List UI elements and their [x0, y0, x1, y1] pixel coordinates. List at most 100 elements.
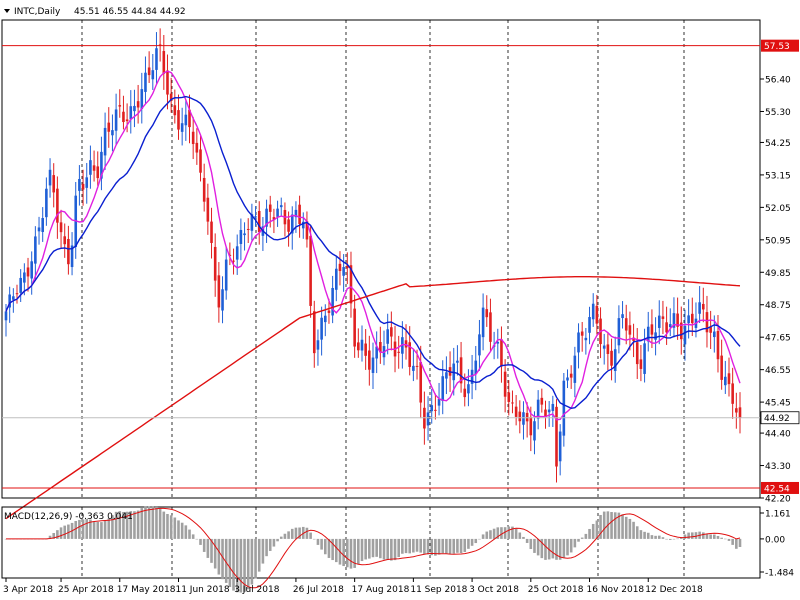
candle-body — [709, 327, 712, 333]
candle-body — [56, 188, 59, 223]
macd-bar — [437, 538, 441, 555]
macd-bar — [158, 508, 162, 539]
macd-bar — [206, 538, 210, 558]
macd-bar — [279, 536, 283, 539]
candle-body — [580, 331, 584, 336]
macd-bar — [375, 538, 378, 557]
macd-bar — [122, 511, 125, 539]
macd-bar — [646, 532, 650, 539]
macd-bar — [584, 533, 588, 539]
macd-bar — [404, 538, 408, 554]
time-tick-label: 3 Apr 2018 — [3, 585, 53, 595]
macd-bar — [735, 538, 738, 549]
macd-bar — [485, 531, 489, 539]
candle-body — [59, 222, 63, 233]
candle-body — [85, 177, 89, 188]
candle-body — [122, 111, 125, 123]
macd-bar — [272, 538, 276, 547]
macd-bar — [129, 511, 133, 539]
macd-bar — [67, 524, 70, 539]
macd-bar — [555, 538, 558, 560]
macd-bar — [323, 538, 327, 555]
macd-bar — [467, 538, 470, 549]
current-price-label: 44.92 — [764, 414, 790, 424]
macd-bar — [709, 534, 712, 539]
price-level-tag — [761, 481, 799, 494]
macd-bar — [445, 538, 448, 554]
macd-bar — [591, 523, 595, 539]
candle-body — [503, 371, 507, 397]
candle-body — [155, 48, 158, 70]
macd-bar — [184, 525, 188, 539]
candle-body — [434, 409, 437, 411]
candle-body — [727, 373, 731, 385]
macd-tick-label: -1.484 — [765, 569, 794, 579]
price-tick-label: 56.40 — [765, 76, 791, 86]
candle-body — [569, 373, 573, 378]
macd-bar — [320, 538, 323, 550]
macd-bar — [210, 538, 213, 563]
collapse-triangle-icon[interactable] — [4, 9, 10, 13]
candle-body — [412, 365, 415, 371]
candle-body — [8, 294, 11, 308]
candle-body — [602, 345, 606, 349]
macd-bar — [390, 538, 393, 561]
macd-bar — [738, 538, 742, 547]
macd-bar — [459, 538, 463, 554]
candle-body — [463, 388, 467, 398]
macd-bar — [650, 535, 654, 539]
macd-bar — [716, 535, 720, 539]
macd-bar — [85, 518, 89, 539]
price-tick-label: 53.15 — [765, 171, 791, 181]
macd-bar — [100, 522, 103, 539]
candle-body — [408, 342, 411, 367]
macd-pane-frame — [1, 506, 761, 579]
candle-body — [654, 332, 657, 340]
candle-body — [335, 268, 338, 290]
macd-bar — [243, 538, 246, 592]
macd-bar — [628, 518, 632, 539]
macd-bar — [287, 531, 290, 539]
candle-body — [419, 362, 423, 403]
candle-body — [702, 303, 705, 310]
macd-bar — [276, 538, 279, 542]
candle-body — [239, 229, 243, 244]
macd-bar — [268, 538, 272, 551]
candle-body — [294, 209, 298, 218]
macd-bar — [81, 519, 85, 539]
candle-body — [547, 409, 551, 413]
macd-bar — [107, 518, 111, 539]
candle-body — [290, 214, 294, 234]
macd-bar — [419, 538, 423, 553]
macd-bar — [430, 538, 434, 556]
macd-bar — [290, 528, 294, 539]
candle-body — [331, 287, 334, 316]
macd-bar — [357, 538, 360, 565]
candle-body — [287, 219, 290, 232]
macd-bar — [92, 521, 96, 539]
macd-bar — [342, 538, 345, 567]
candle-body — [63, 236, 67, 245]
macd-bar — [368, 538, 371, 559]
price-tick-label: 43.30 — [765, 462, 791, 472]
macd-bar — [635, 526, 639, 539]
macd-bar — [393, 538, 397, 561]
macd-bar — [397, 538, 400, 558]
time-tick-label: 25 Apr 2018 — [58, 585, 114, 595]
candle-body — [687, 315, 690, 324]
candle-body — [312, 311, 316, 354]
candle-body — [500, 339, 503, 367]
macd-bar — [665, 538, 668, 540]
macd-bar — [610, 512, 613, 539]
macd-bar — [125, 511, 129, 539]
candle-body — [738, 407, 742, 418]
macd-bar — [694, 532, 698, 539]
macd-bar — [239, 538, 243, 593]
candle-body — [716, 331, 720, 360]
candle-body — [595, 305, 599, 324]
macd-bar — [624, 516, 628, 539]
macd-pane — [1, 506, 761, 593]
candle-body — [114, 109, 118, 131]
candle-body — [276, 208, 279, 217]
